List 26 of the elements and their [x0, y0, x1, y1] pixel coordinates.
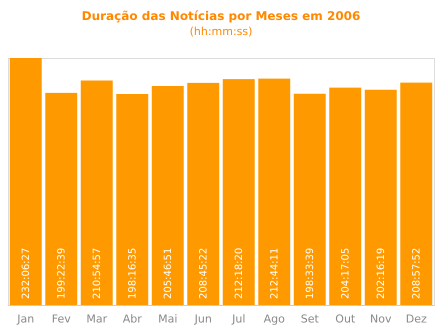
data-label: 212:44:11 — [269, 248, 280, 299]
data-label: 208:57:52 — [411, 248, 422, 299]
x-tick-label: Fev — [52, 312, 72, 326]
chart-subtitle: (hh:mm:ss) — [190, 25, 252, 38]
data-label: 205:46:51 — [162, 248, 174, 299]
x-tick-label: Abr — [122, 312, 142, 326]
x-tick-label: Dez — [406, 312, 427, 326]
x-tick-label: Out — [335, 312, 356, 326]
x-tick-label: Set — [300, 312, 320, 326]
data-label: 199:22:39 — [56, 248, 68, 299]
data-label: 212:18:20 — [234, 248, 245, 299]
x-tick-label: Jul — [231, 312, 246, 326]
x-tick-label: Jun — [194, 312, 212, 326]
data-label: 210:54:57 — [92, 248, 103, 299]
data-label: 198:16:35 — [127, 248, 138, 299]
x-tick-label: Ago — [264, 312, 286, 326]
chart-title: Duração das Notícias por Meses em 2006 — [82, 9, 360, 23]
x-tick-label: Nov — [370, 312, 392, 326]
data-label: 204:17:05 — [340, 248, 352, 299]
data-label: 198:33:39 — [304, 248, 316, 299]
x-tick-label: Jan — [16, 312, 34, 326]
data-label: 232:06:27 — [20, 248, 32, 299]
x-tick-label: Mar — [86, 312, 108, 326]
x-tick-label: Mai — [158, 312, 178, 326]
data-label: 208:45:22 — [198, 248, 210, 299]
data-label: 202:16:19 — [376, 248, 387, 299]
